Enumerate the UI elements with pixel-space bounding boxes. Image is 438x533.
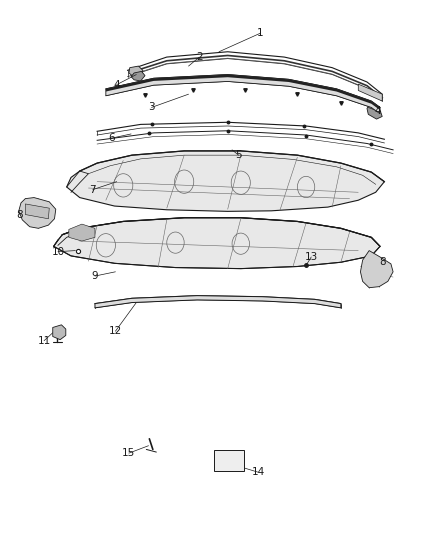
Text: 13: 13 [305, 252, 318, 262]
Text: 4: 4 [113, 79, 120, 90]
Text: 12: 12 [109, 326, 122, 336]
Bar [214, 450, 244, 471]
Text: 4: 4 [374, 106, 381, 116]
Polygon shape [25, 204, 49, 219]
Text: 9: 9 [92, 271, 98, 281]
Text: 7: 7 [89, 184, 96, 195]
Text: 8: 8 [16, 209, 23, 220]
Text: 3: 3 [148, 102, 155, 112]
Polygon shape [69, 224, 95, 241]
Text: 11: 11 [37, 336, 51, 346]
Polygon shape [106, 75, 380, 110]
Polygon shape [53, 217, 380, 269]
Polygon shape [106, 75, 380, 114]
Polygon shape [53, 325, 66, 340]
Text: 2: 2 [196, 52, 203, 62]
Polygon shape [19, 198, 56, 228]
Polygon shape [95, 296, 341, 308]
Text: 8: 8 [379, 257, 385, 267]
Polygon shape [358, 84, 382, 101]
Text: 10: 10 [51, 247, 64, 257]
Polygon shape [129, 66, 143, 77]
Text: 6: 6 [108, 133, 115, 143]
Polygon shape [67, 151, 385, 212]
Text: 5: 5 [235, 150, 242, 160]
Text: 1: 1 [257, 28, 264, 38]
Polygon shape [367, 105, 382, 119]
Polygon shape [360, 251, 393, 288]
Text: 15: 15 [122, 448, 135, 458]
Text: 14: 14 [251, 467, 265, 477]
Polygon shape [131, 71, 145, 81]
